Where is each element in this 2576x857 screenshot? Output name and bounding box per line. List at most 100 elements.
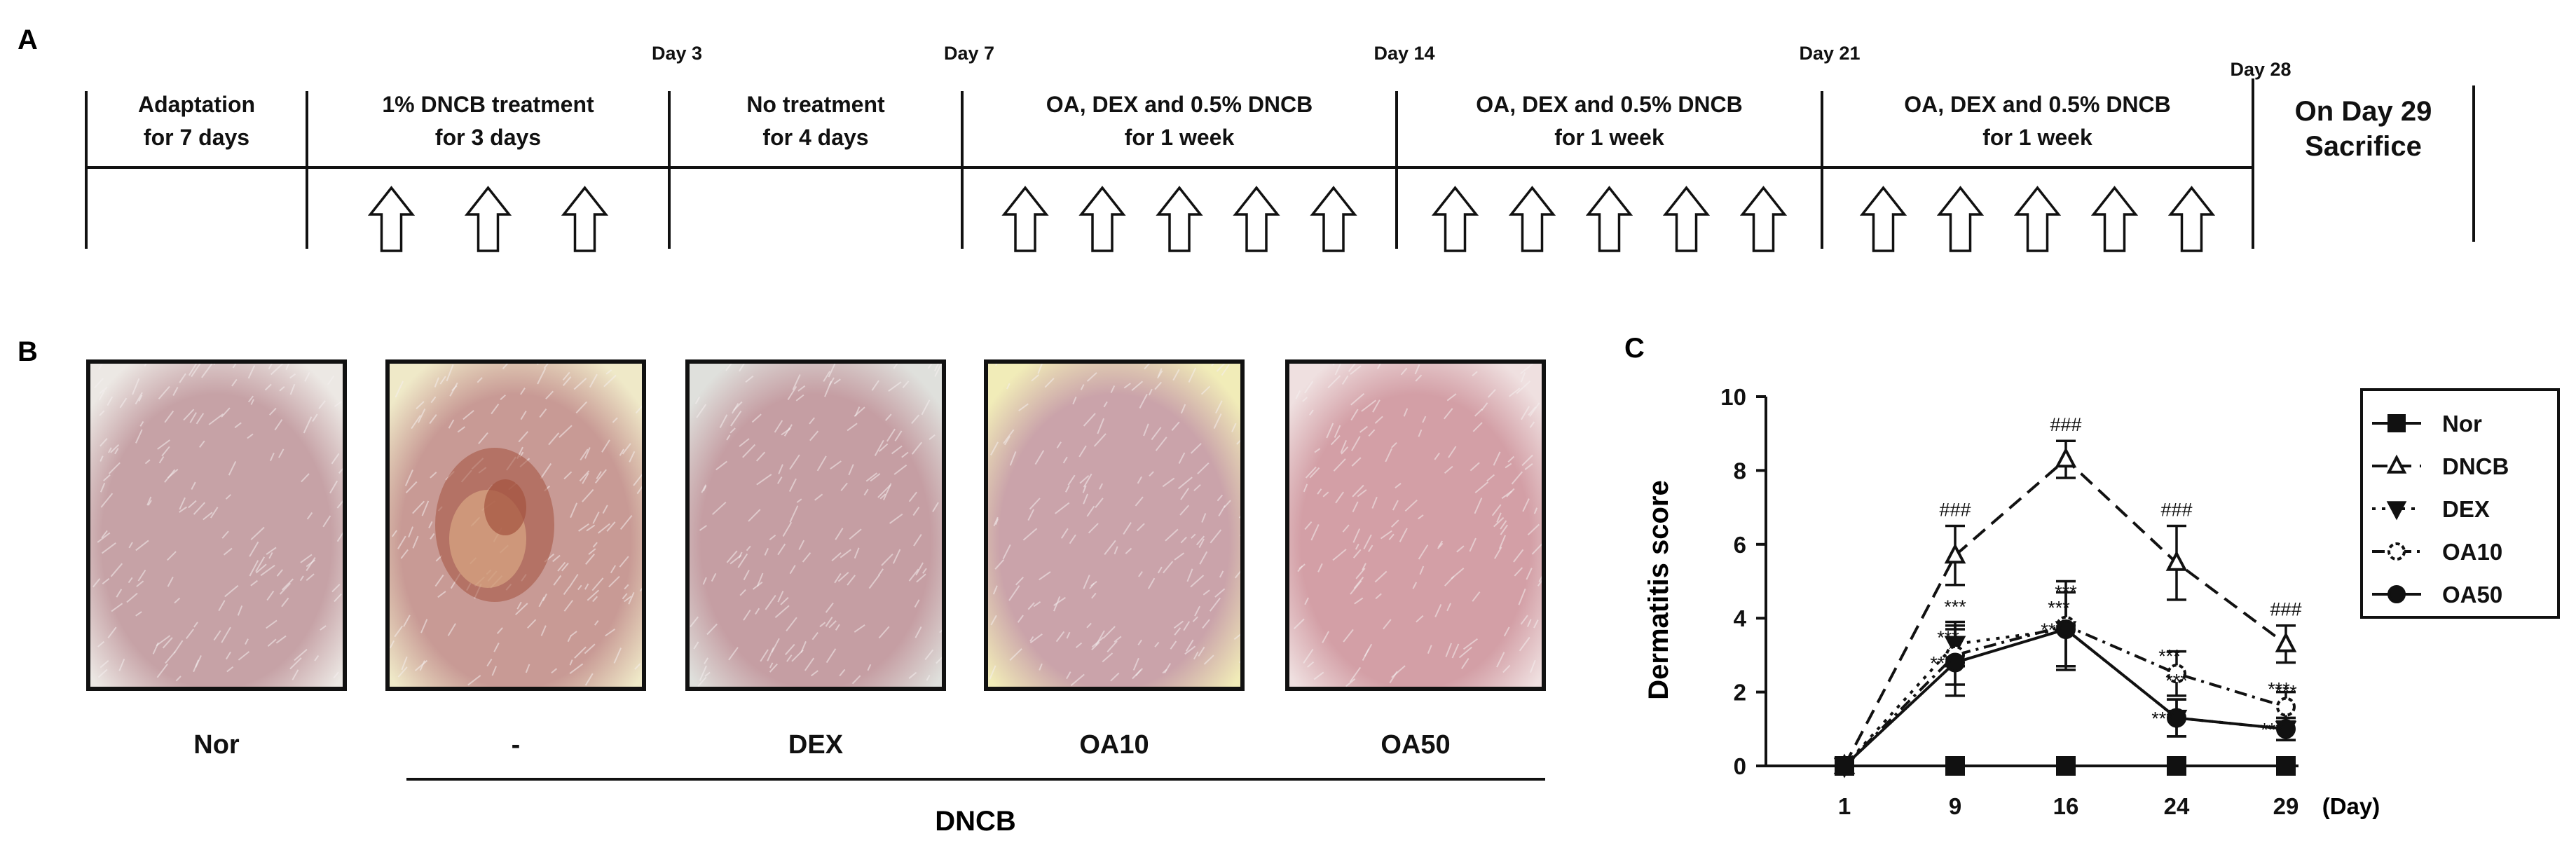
legend-marker [2387, 585, 2406, 603]
day-marker-label: Day 3 [652, 43, 702, 64]
treatment-arrow-icon [1431, 186, 1479, 252]
treatment-arrow-icon [1739, 186, 1788, 252]
y-tick-label: 4 [1734, 605, 1747, 631]
significance-mark: ### [1939, 499, 1971, 520]
day-marker-label: Day 21 [1799, 43, 1860, 64]
significance-mark: *** [1930, 652, 1952, 673]
data-point-dncb [2055, 447, 2077, 468]
x-axis-unit: (Day) [2322, 793, 2380, 819]
dncb-group-label: DNCB [935, 806, 1016, 837]
phase-label-line1: OA, DEX and 0.5% DNCB [1904, 92, 2171, 117]
y-tick-label: 8 [1734, 458, 1746, 484]
data-point-oa50 [2167, 708, 2186, 728]
significance-mark: ### [2160, 499, 2192, 520]
treatment-arrow-icon [2013, 186, 2062, 252]
phase-label-line2: for 1 week [1125, 125, 1235, 150]
significance-mark: *** [1944, 596, 1966, 617]
legend-label: OA50 [2442, 582, 2502, 608]
legend-items: Nor DNCB DEX OA10 OA50 [2372, 411, 2509, 608]
photo-label: Nor [193, 730, 240, 760]
data-point-oa50 [1835, 756, 1854, 776]
treatment-arrow-icon [1310, 186, 1357, 252]
phase-label-line1: Adaptation [138, 92, 255, 117]
significance-mark: *** [2158, 645, 2181, 666]
y-tick-label: 0 [1734, 753, 1746, 779]
data-point-oa50 [1945, 652, 1965, 673]
legend-marker [2386, 501, 2407, 521]
photo-label: OA50 [1381, 730, 1450, 760]
significance-mark: *** [2041, 619, 2063, 640]
legend-label: OA10 [2442, 539, 2502, 565]
legend-label: DNCB [2442, 453, 2509, 479]
day-marker-label: Day 7 [944, 43, 994, 64]
significance-mark: *** [1937, 627, 1959, 648]
data-point-dncb [2165, 550, 2188, 571]
data-point-nor [2056, 756, 2076, 776]
y-tick-label: 2 [1734, 680, 1746, 706]
skin-photo [685, 359, 946, 691]
phase-label-line2: for 1 week [1982, 125, 2092, 150]
treatment-arrow-icon [1156, 186, 1203, 252]
skin-photo [385, 359, 646, 691]
significance-mark: *** [2268, 679, 2290, 700]
data-point-dncb [2275, 631, 2297, 652]
significance-mark: *** [2275, 681, 2297, 702]
skin-photo [1285, 359, 1546, 691]
phase-label-line1: OA, DEX and 0.5% DNCB [1476, 92, 1743, 117]
legend-label: DEX [2442, 496, 2490, 522]
data-point-dncb [1944, 543, 1966, 564]
treatment-arrow-icon [464, 186, 512, 252]
skin-photo [984, 359, 1245, 691]
day-marker-label: Day 14 [1373, 43, 1434, 64]
significance-annotations: ############****************************… [1930, 414, 2301, 740]
data-point-nor [1945, 756, 1965, 776]
treatment-arrow-icon [1508, 186, 1556, 252]
legend-marker [2386, 454, 2407, 474]
phase-label-line2: for 3 days [435, 125, 541, 150]
legend-marker [2387, 542, 2406, 561]
x-tick-label: 16 [2053, 793, 2079, 819]
treatment-arrow-icon [1662, 186, 1711, 252]
x-tick-label: 29 [2273, 793, 2299, 819]
phase-label-line1: No treatment [746, 92, 885, 117]
photo-label: DEX [788, 730, 844, 760]
y-ticks: 0 2 4 6 8 10 [1720, 384, 1766, 779]
y-axis-label: Dermatitis score [1643, 480, 1674, 699]
photo-label: - [512, 730, 521, 760]
timeline-dividers [85, 78, 2475, 249]
treatment-arrow-icon [561, 186, 609, 252]
phase-label-line2: for 7 days [144, 125, 249, 150]
x-tick-label: 9 [1949, 793, 1961, 819]
treatment-arrow-icon [1859, 186, 1907, 252]
significance-mark: *** [2151, 708, 2174, 729]
x-ticks: 1 9 16 24 29 [1838, 766, 2299, 819]
data-point-oa10 [2167, 664, 2186, 684]
phase-label-line2: Sacrifice [2305, 131, 2422, 162]
panel-label-c: C [1624, 333, 1645, 364]
timeline: Day 3 Day 7 Day 14 Day 21 Day 28 Adaptation f… [85, 43, 2475, 252]
significance-mark: ### [2050, 414, 2081, 435]
data-point-dex [1944, 636, 1966, 657]
significance-mark: *** [2165, 670, 2188, 691]
phase-label-line1: On Day 29 [2295, 96, 2432, 127]
significance-mark: *** [2261, 719, 2283, 740]
treatment-arrow-icon [2090, 186, 2139, 252]
treatment-arrow-icon [2167, 186, 2216, 252]
significance-mark: *** [2055, 582, 2077, 603]
series-markers [1833, 447, 2297, 779]
data-point-nor [2276, 756, 2296, 776]
timeline-phases: Adaptation for 7 days 1% DNCB treatment for… [138, 92, 2432, 162]
x-tick-label: 24 [2164, 793, 2190, 819]
treatment-arrow-icon [1233, 186, 1280, 252]
photo-labels: Nor - DEX OA10 OA50 [193, 730, 1450, 760]
photo-label: OA10 [1079, 730, 1149, 760]
treatment-arrow-icon [1078, 186, 1126, 252]
data-point-oa50 [2276, 719, 2296, 739]
legend-label: Nor [2442, 411, 2482, 437]
panel-label-b: B [18, 336, 38, 367]
significance-mark: *** [2048, 598, 2070, 619]
panel-label-a: A [18, 25, 38, 55]
significance-mark: ### [2270, 599, 2301, 620]
